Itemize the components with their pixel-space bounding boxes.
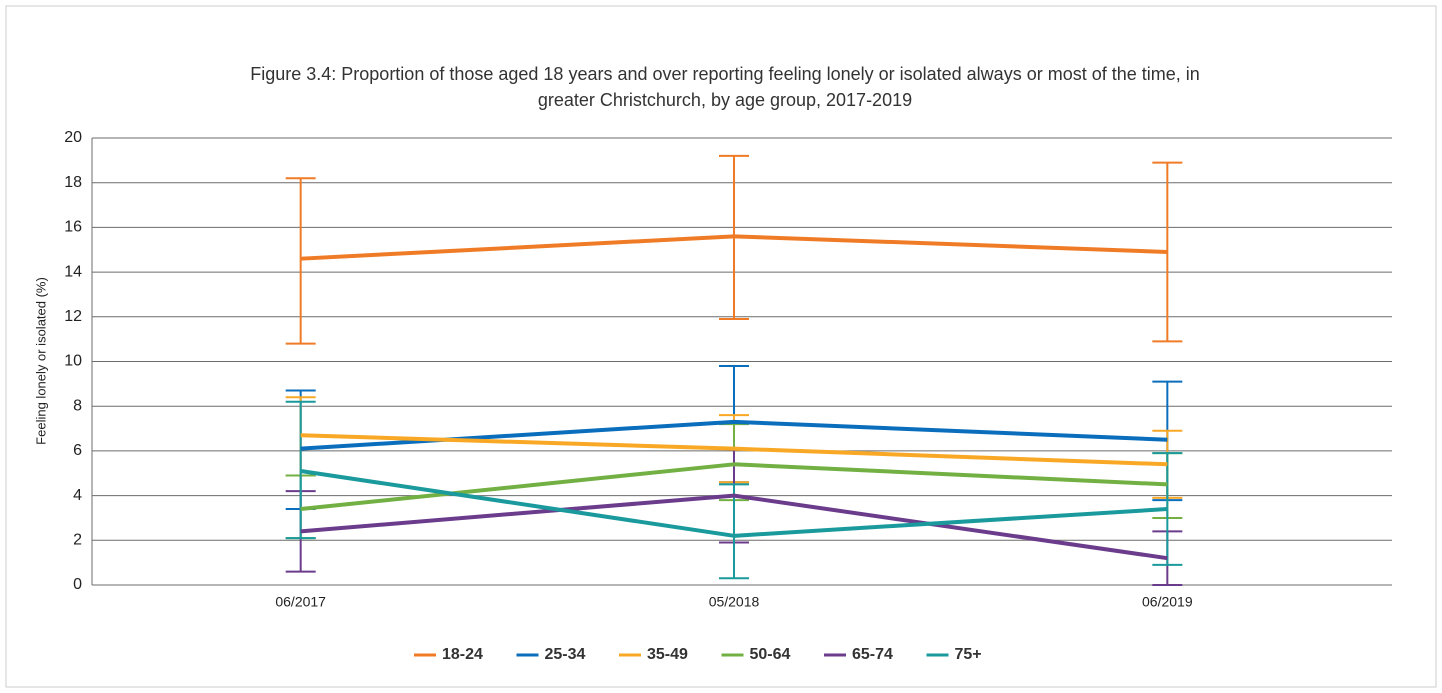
series-line [300, 433, 1168, 467]
legend-label: 50-64 [750, 646, 791, 663]
y-tick-label: 8 [73, 397, 82, 414]
x-tick-label: 05/2018 [709, 594, 760, 610]
x-tick-label: 06/2019 [1142, 594, 1193, 610]
legend-label: 18-24 [442, 646, 483, 663]
y-axis-label: Feeling lonely or isolated (%) [33, 277, 48, 445]
series-line [300, 493, 1168, 561]
frame [5, 5, 1437, 688]
chart-title: greater Christchurch, by age group, 2017… [538, 90, 912, 110]
y-tick-label: 18 [64, 174, 82, 191]
error-bar [285, 177, 316, 345]
y-tick-label: 2 [73, 532, 82, 549]
y-tick-label: 10 [64, 353, 82, 370]
legend-label: 25-34 [545, 646, 586, 663]
y-tick-label: 4 [73, 487, 82, 504]
series-line [300, 469, 1168, 538]
y-tick-label: 6 [73, 442, 82, 459]
y-tick-label: 12 [64, 308, 82, 325]
error-bar [285, 400, 316, 540]
error-bar [1152, 161, 1183, 343]
error-bar [719, 483, 749, 580]
y-tick-label: 20 [64, 129, 82, 146]
chart-title: Figure 3.4: Proportion of those aged 18 … [250, 64, 1200, 84]
series-line [300, 234, 1168, 261]
y-tick-label: 14 [64, 263, 82, 280]
legend-label: 35-49 [647, 646, 688, 663]
y-tick-label: 0 [73, 576, 82, 593]
legend-label: 65-74 [852, 646, 893, 663]
x-tick-label: 06/2017 [275, 594, 326, 610]
legend-label: 75+ [955, 646, 982, 663]
y-tick-label: 16 [64, 219, 82, 236]
